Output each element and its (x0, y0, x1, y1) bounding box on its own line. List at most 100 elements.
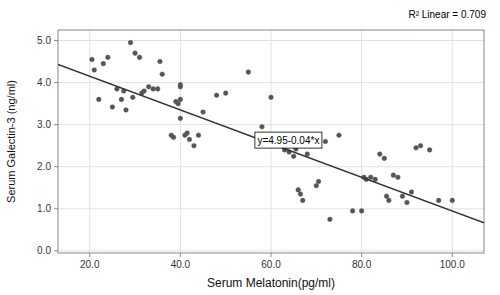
scatter-point (400, 194, 405, 199)
annotation-text: y=4.95-0.04*x (257, 135, 319, 146)
scatter-point (260, 124, 265, 129)
scatter-point (196, 133, 201, 138)
scatter-point (384, 194, 389, 199)
scatter-point (119, 97, 124, 102)
y-tick-label: 1.0 (37, 203, 51, 214)
scatter-point (201, 110, 206, 115)
scatter-point (90, 57, 95, 62)
regression-line (58, 65, 484, 223)
y-grid-line (58, 208, 484, 209)
scatter-point (436, 198, 441, 203)
scatter-point (178, 82, 183, 87)
axes: 20.0 40.0 60.0 80.0 100.0 0.0 1.0 2.0 3.0 4.0 5.0 (37, 35, 465, 270)
scatter-point (328, 217, 333, 222)
scatter-point (158, 59, 163, 64)
x-tick-label: 100.0 (440, 259, 465, 270)
scatter-point (316, 179, 321, 184)
scatter-point (291, 154, 296, 159)
scatter-point (368, 175, 373, 180)
y-tick (54, 166, 58, 167)
scatter-point (128, 40, 133, 45)
scatter-point (414, 146, 419, 151)
y-tick-label: 3.0 (37, 119, 51, 130)
y-tick-label: 5.0 (37, 35, 51, 46)
scatter-point (133, 51, 138, 56)
y-tick (54, 208, 58, 209)
scatter-series (90, 40, 455, 221)
x-tick (452, 253, 453, 257)
scatter-point (350, 209, 355, 214)
x-tick-label: 60.0 (261, 259, 281, 270)
scatter-point (106, 55, 111, 60)
scatter-point (171, 135, 176, 140)
x-tick (271, 253, 272, 257)
scatter-point (377, 152, 382, 157)
plot-data (58, 40, 484, 222)
background (0, 0, 500, 295)
scatter-point (418, 143, 423, 148)
y-tick (54, 250, 58, 251)
scatter-point (405, 200, 410, 205)
chart: 20.0 40.0 60.0 80.0 100.0 0.0 1.0 2.0 3.0 4.0 5.0 S… (0, 0, 500, 295)
equation-annotation: y=4.95-0.04*x (255, 132, 322, 148)
x-tick (180, 253, 181, 257)
y-tick (54, 40, 58, 41)
y-grid-line (58, 166, 484, 167)
x-grid-line (89, 30, 90, 253)
plot-frame (58, 30, 484, 253)
r-squared-label: R² Linear = 0.709 (408, 9, 486, 20)
y-tick-label: 2.0 (37, 161, 51, 172)
scatter-point (185, 131, 190, 136)
scatter-point (409, 190, 414, 195)
scatter-point (92, 68, 97, 73)
x-tick-label: 40.0 (171, 259, 191, 270)
x-tick (89, 253, 90, 257)
y-grid-line (58, 250, 484, 251)
scatter-point (187, 137, 192, 142)
scatter-point (296, 188, 301, 193)
scatter-point (300, 198, 305, 203)
scatter-point (298, 192, 303, 197)
scatter-point (146, 85, 151, 90)
scatter-point (382, 156, 387, 161)
scatter-point (396, 175, 401, 180)
y-tick-label: 0.0 (37, 245, 51, 256)
y-grid-line (58, 82, 484, 83)
scatter-point (337, 133, 342, 138)
scatter-point (178, 97, 183, 102)
scatter-point (176, 101, 181, 106)
x-grid-line (452, 30, 453, 253)
y-tick-label: 4.0 (37, 77, 51, 88)
scatter-point (314, 183, 319, 188)
grid (58, 30, 484, 253)
scatter-point (110, 105, 115, 110)
scatter-point (323, 139, 328, 144)
x-tick-label: 20.0 (80, 259, 100, 270)
scatter-point (450, 198, 455, 203)
scatter-point (214, 93, 219, 98)
annotation-box (255, 132, 322, 148)
y-tick (54, 124, 58, 125)
scatter-point (151, 87, 156, 92)
x-tick-label: 80.0 (352, 259, 372, 270)
scatter-point (124, 108, 129, 113)
scatter-point (155, 87, 160, 92)
scatter-point (137, 55, 142, 60)
x-axis-label: Serum Melatonin(pg/ml) (207, 276, 335, 290)
scatter-point (391, 173, 396, 178)
scatter-point (387, 198, 392, 203)
scatter-point (192, 143, 197, 148)
x-grid-line (361, 30, 362, 253)
scatter-point (427, 148, 432, 153)
page: {"chart_data": { "type": "scatter", "xla… (0, 0, 500, 295)
scatter-point (223, 91, 228, 96)
x-tick (361, 253, 362, 257)
scatter-point (269, 95, 274, 100)
y-grid-line (58, 40, 484, 41)
scatter-point (359, 209, 364, 214)
y-axis-label: Serum Galectin-3 (ng/ml) (5, 80, 17, 203)
y-tick (54, 82, 58, 83)
scatter-point (178, 116, 183, 121)
x-grid-line (180, 30, 181, 253)
scatter-point (96, 97, 101, 102)
